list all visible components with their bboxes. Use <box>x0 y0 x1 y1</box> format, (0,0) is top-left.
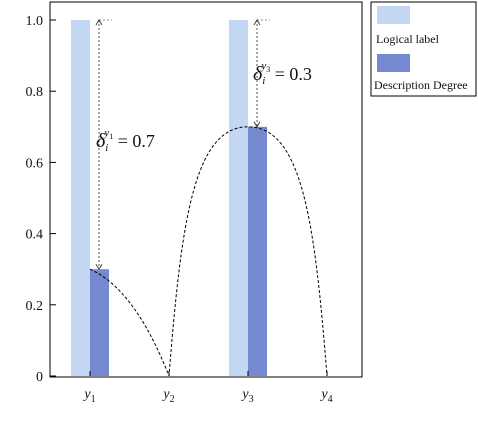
legend-label-logical-label: Logical label <box>376 32 440 46</box>
gap-arrow-head-bottom-1 <box>95 263 103 271</box>
y-tick-label: 1.0 <box>26 14 44 29</box>
x-tick-label: y1 <box>82 387 95 405</box>
x-tick-label: y4 <box>319 387 332 405</box>
gap-annotation-1: δiy1 = 0.7 <box>96 127 155 154</box>
gap-annotation-3: δiy3 = 0.3 <box>253 60 312 87</box>
bar-logical-label-3 <box>229 20 248 376</box>
legend-swatch-description-degree <box>377 54 410 72</box>
y-tick-label: 0.4 <box>26 228 44 243</box>
x-tick-label: y2 <box>161 387 174 405</box>
bar-logical-label-1 <box>71 20 90 376</box>
legend-label-description-degree: Description Degree <box>374 78 468 92</box>
plot-frame <box>49 1 363 378</box>
y-tick-label: 0.6 <box>26 156 44 171</box>
bar-description-degree-3 <box>248 126 267 376</box>
y-tick-label: 0.8 <box>26 85 44 100</box>
legend: Logical label Description Degree <box>370 1 477 97</box>
y-tick-label: 0 <box>36 370 43 385</box>
x-tick-label: y3 <box>240 387 253 405</box>
legend-frame <box>370 1 477 97</box>
bar-description-degree-1 <box>90 269 109 376</box>
y-tick-label: 0.2 <box>26 299 44 314</box>
legend-swatch-logical-label <box>377 6 410 24</box>
dashed-curve <box>89 126 328 377</box>
gap-arrow-head-top-3 <box>253 19 261 26</box>
gap-arrow-head-top-1 <box>95 19 103 26</box>
gap-arrow-head-bottom-3 <box>253 121 261 128</box>
